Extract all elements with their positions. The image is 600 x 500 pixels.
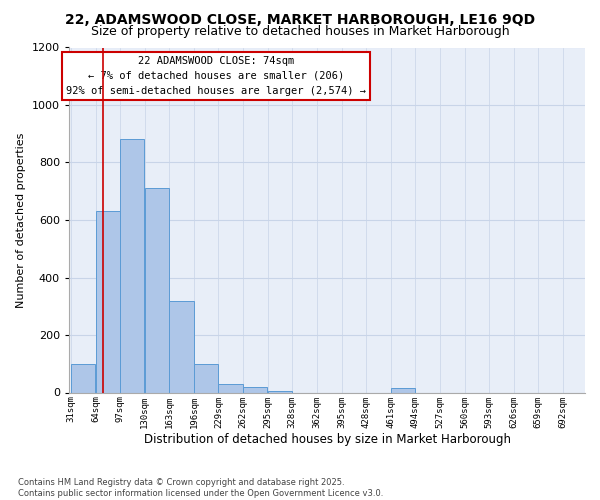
Text: 22, ADAMSWOOD CLOSE, MARKET HARBOROUGH, LE16 9QD: 22, ADAMSWOOD CLOSE, MARKET HARBOROUGH, …: [65, 12, 535, 26]
Bar: [169, 300, 194, 392]
Bar: [268, 391, 292, 392]
Text: 22 ADAMSWOOD CLOSE: 74sqm
← 7% of detached houses are smaller (206)
92% of semi-: 22 ADAMSWOOD CLOSE: 74sqm ← 7% of detach…: [66, 56, 366, 96]
Bar: [145, 188, 169, 392]
Bar: [71, 364, 95, 392]
Bar: [96, 212, 120, 392]
Bar: [194, 364, 218, 392]
Text: Size of property relative to detached houses in Market Harborough: Size of property relative to detached ho…: [91, 25, 509, 38]
X-axis label: Distribution of detached houses by size in Market Harborough: Distribution of detached houses by size …: [143, 433, 511, 446]
Bar: [218, 384, 242, 392]
Bar: [243, 387, 267, 392]
Text: Contains HM Land Registry data © Crown copyright and database right 2025.
Contai: Contains HM Land Registry data © Crown c…: [18, 478, 383, 498]
Y-axis label: Number of detached properties: Number of detached properties: [16, 132, 26, 308]
Bar: [391, 388, 415, 392]
Bar: [121, 140, 145, 392]
